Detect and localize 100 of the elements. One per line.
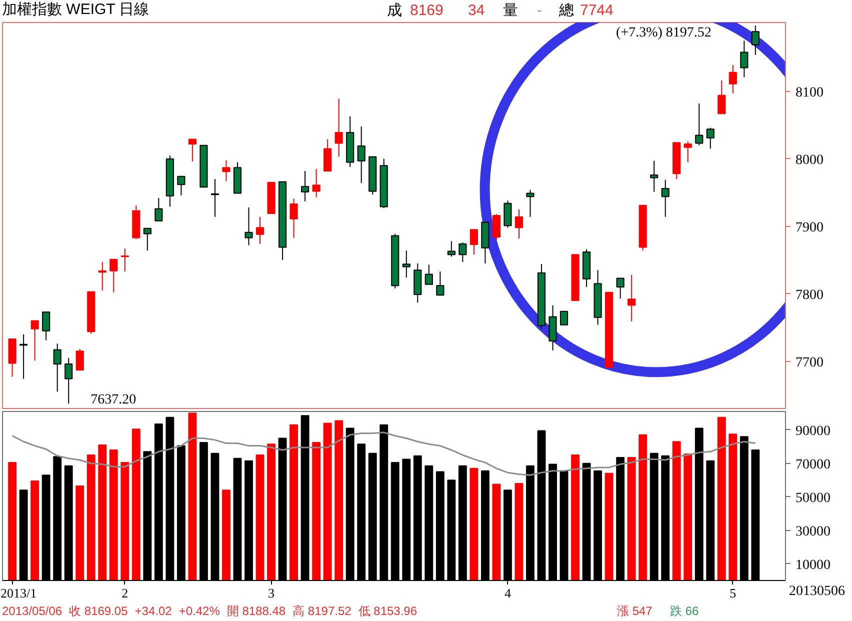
candlestick bbox=[324, 138, 332, 172]
candlestick bbox=[222, 160, 230, 182]
y-tick-label: 7800 bbox=[796, 288, 824, 303]
bar bbox=[222, 490, 230, 580]
bar bbox=[514, 482, 524, 580]
bar bbox=[492, 484, 501, 580]
candlestick bbox=[470, 229, 478, 256]
candlestick bbox=[312, 168, 320, 198]
text: +0.42% bbox=[178, 604, 220, 619]
x-tick-label: 3 bbox=[268, 586, 275, 600]
candlestick bbox=[30, 320, 39, 362]
candlestick bbox=[120, 248, 129, 272]
y-tick-label: 70000 bbox=[796, 457, 830, 472]
text: 成 bbox=[387, 2, 402, 20]
y-tick-label: 8100 bbox=[796, 85, 824, 100]
candlestick bbox=[504, 200, 512, 228]
y-tick-label: 10000 bbox=[796, 558, 830, 573]
candlestick bbox=[616, 278, 624, 300]
bar bbox=[8, 462, 17, 580]
candlestick bbox=[210, 178, 220, 218]
text: 量 bbox=[503, 2, 518, 20]
candlestick bbox=[718, 80, 726, 114]
x-tick-label: 4 bbox=[504, 586, 512, 600]
bar bbox=[470, 468, 478, 580]
bar bbox=[627, 457, 636, 580]
x-tick-label: 5 bbox=[730, 586, 736, 600]
bar bbox=[684, 454, 692, 580]
candlestick bbox=[244, 206, 253, 246]
text: 收 8169.05 bbox=[69, 604, 128, 619]
bar bbox=[86, 454, 96, 580]
bar bbox=[76, 485, 84, 580]
candlestick bbox=[177, 176, 186, 196]
annotation: 7637.20 bbox=[90, 392, 136, 408]
chart-title: 加權指數 WEIGT 日線 bbox=[2, 1, 150, 19]
bar bbox=[334, 420, 344, 580]
candlestick bbox=[424, 264, 433, 285]
candlestick bbox=[628, 274, 636, 322]
bar bbox=[188, 412, 197, 580]
bar bbox=[256, 454, 264, 580]
x-tick-label: 2 bbox=[122, 586, 128, 600]
text: 跌 66 bbox=[670, 604, 699, 619]
y-tick-label: 7700 bbox=[796, 355, 824, 370]
bar bbox=[672, 441, 681, 580]
bar bbox=[120, 462, 130, 580]
candlestick bbox=[447, 240, 456, 258]
text: 34 bbox=[468, 2, 485, 20]
bar bbox=[267, 444, 276, 580]
candlestick bbox=[301, 170, 310, 202]
candlestick bbox=[751, 25, 760, 56]
bar bbox=[604, 472, 614, 580]
candlestick bbox=[290, 198, 298, 238]
candlestick bbox=[42, 312, 50, 341]
candlestick bbox=[458, 242, 467, 263]
text: 開 8188.48 bbox=[226, 604, 286, 619]
text: 漲 547 bbox=[617, 604, 652, 619]
bar bbox=[98, 444, 107, 580]
candlestick bbox=[526, 189, 534, 218]
line-series bbox=[12, 432, 756, 476]
y-tick-label: 90000 bbox=[796, 424, 830, 439]
candlestick bbox=[740, 40, 748, 78]
bar bbox=[109, 449, 118, 580]
text: +34.02 bbox=[134, 604, 172, 619]
bar bbox=[728, 434, 738, 580]
candlestick bbox=[560, 310, 568, 326]
candlestick bbox=[188, 138, 196, 162]
candlestick bbox=[661, 179, 670, 218]
bar bbox=[132, 428, 140, 580]
y-tick-label: 50000 bbox=[796, 490, 830, 506]
bar bbox=[717, 416, 726, 580]
candlestick bbox=[695, 102, 704, 146]
bar bbox=[571, 454, 580, 580]
candlestick bbox=[76, 348, 84, 371]
y-tick-label: 30000 bbox=[796, 524, 830, 540]
candlestick bbox=[706, 127, 714, 150]
candlestick bbox=[154, 197, 163, 222]
text: 低 8153.96 bbox=[358, 604, 418, 619]
text: 2013/05/06 bbox=[2, 604, 62, 619]
y-tick-label: 8000 bbox=[796, 152, 824, 168]
text: 8169 bbox=[410, 2, 444, 20]
candlestick bbox=[110, 258, 118, 293]
y-tick-label: 7900 bbox=[796, 220, 824, 236]
annotation: (+7.3%) 8197.52 bbox=[616, 26, 712, 41]
text: - bbox=[537, 2, 542, 20]
candlestick bbox=[514, 208, 524, 239]
candlestick bbox=[728, 64, 737, 94]
candlestick bbox=[64, 357, 73, 404]
candlestick bbox=[20, 334, 28, 380]
candlestick bbox=[53, 343, 62, 392]
bar bbox=[30, 480, 40, 580]
bar bbox=[290, 424, 298, 580]
candlestick bbox=[684, 140, 692, 163]
x-tick-label: 2013/1 bbox=[0, 586, 37, 600]
text: 總 bbox=[559, 2, 574, 20]
candlestick bbox=[143, 228, 152, 252]
candlestick bbox=[256, 216, 264, 244]
candlestick bbox=[402, 250, 410, 278]
bar bbox=[323, 422, 332, 580]
candlestick bbox=[436, 271, 444, 296]
candlestick bbox=[334, 98, 343, 158]
text: 高 8197.52 bbox=[292, 604, 352, 619]
